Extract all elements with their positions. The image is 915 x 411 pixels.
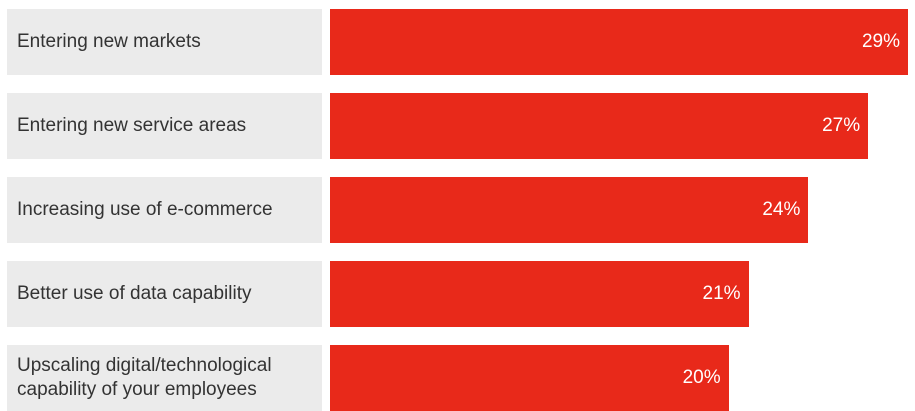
value-label: 20% [682,367,721,388]
bar-row: Entering new markets 29% [0,9,915,75]
category-label: Entering new markets [17,31,201,52]
bar-row: Upscaling digital/technological capabili… [0,345,915,411]
bar [330,9,908,75]
category-label-box: Better use of data capability [7,261,322,327]
category-label: Upscaling digital/technological capabili… [17,355,272,400]
value-label: 21% [702,283,741,304]
bar [330,345,729,411]
value-label: 24% [762,199,801,220]
bar-row: Better use of data capability 21% [0,261,915,327]
category-label-box: Upscaling digital/technological capabili… [7,345,322,411]
category-label-box: Increasing use of e-commerce [7,177,322,243]
bar [330,93,869,159]
bar-row: Increasing use of e-commerce 24% [0,177,915,243]
bar [330,177,809,243]
category-label-box: Entering new service areas [7,93,322,159]
category-label: Better use of data capability [17,283,252,304]
bar [330,261,749,327]
value-label: 27% [822,115,861,136]
category-label: Increasing use of e-commerce [17,199,273,220]
category-label-box: Entering new markets [7,9,322,75]
category-label: Entering new service areas [17,115,247,136]
bar-row: Entering new service areas 27% [0,93,915,159]
value-label: 29% [861,31,900,52]
